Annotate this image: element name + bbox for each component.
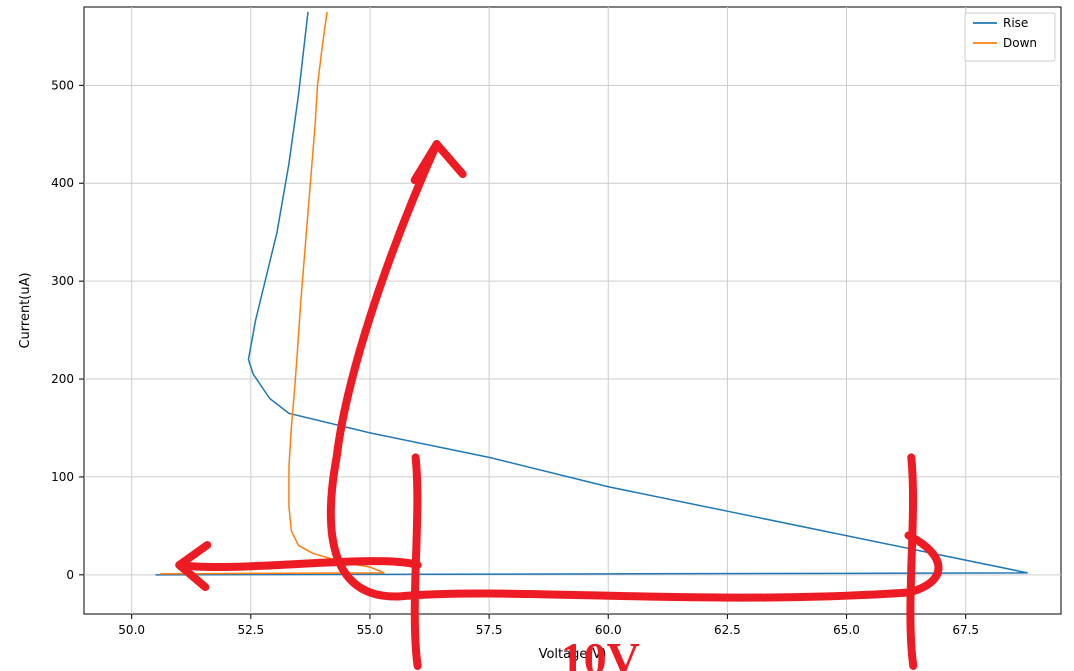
legend-label: Rise bbox=[1003, 16, 1028, 30]
ann-marker-right bbox=[910, 457, 913, 666]
ytick-label: 500 bbox=[51, 78, 74, 92]
ytick-label: 400 bbox=[51, 176, 74, 190]
xtick-label: 65.0 bbox=[833, 623, 860, 637]
xtick-label: 57.5 bbox=[476, 623, 503, 637]
ylabel: Current(uA) bbox=[18, 272, 33, 348]
xtick-label: 50.0 bbox=[118, 623, 145, 637]
xtick-label: 52.5 bbox=[237, 623, 264, 637]
xtick-label: 55.0 bbox=[357, 623, 384, 637]
ann-label-10v: 10V bbox=[561, 633, 640, 671]
ytick-label: 0 bbox=[66, 568, 74, 582]
legend-label: Down bbox=[1003, 36, 1037, 50]
xtick-label: 62.5 bbox=[714, 623, 741, 637]
ytick-label: 100 bbox=[51, 470, 74, 484]
ytick-label: 300 bbox=[51, 274, 74, 288]
xtick-label: 67.5 bbox=[952, 623, 979, 637]
ytick-label: 200 bbox=[51, 372, 74, 386]
legend: Rise Down bbox=[965, 13, 1055, 61]
iv-chart: 50.052.555.057.560.062.565.067.501002003… bbox=[0, 0, 1074, 671]
